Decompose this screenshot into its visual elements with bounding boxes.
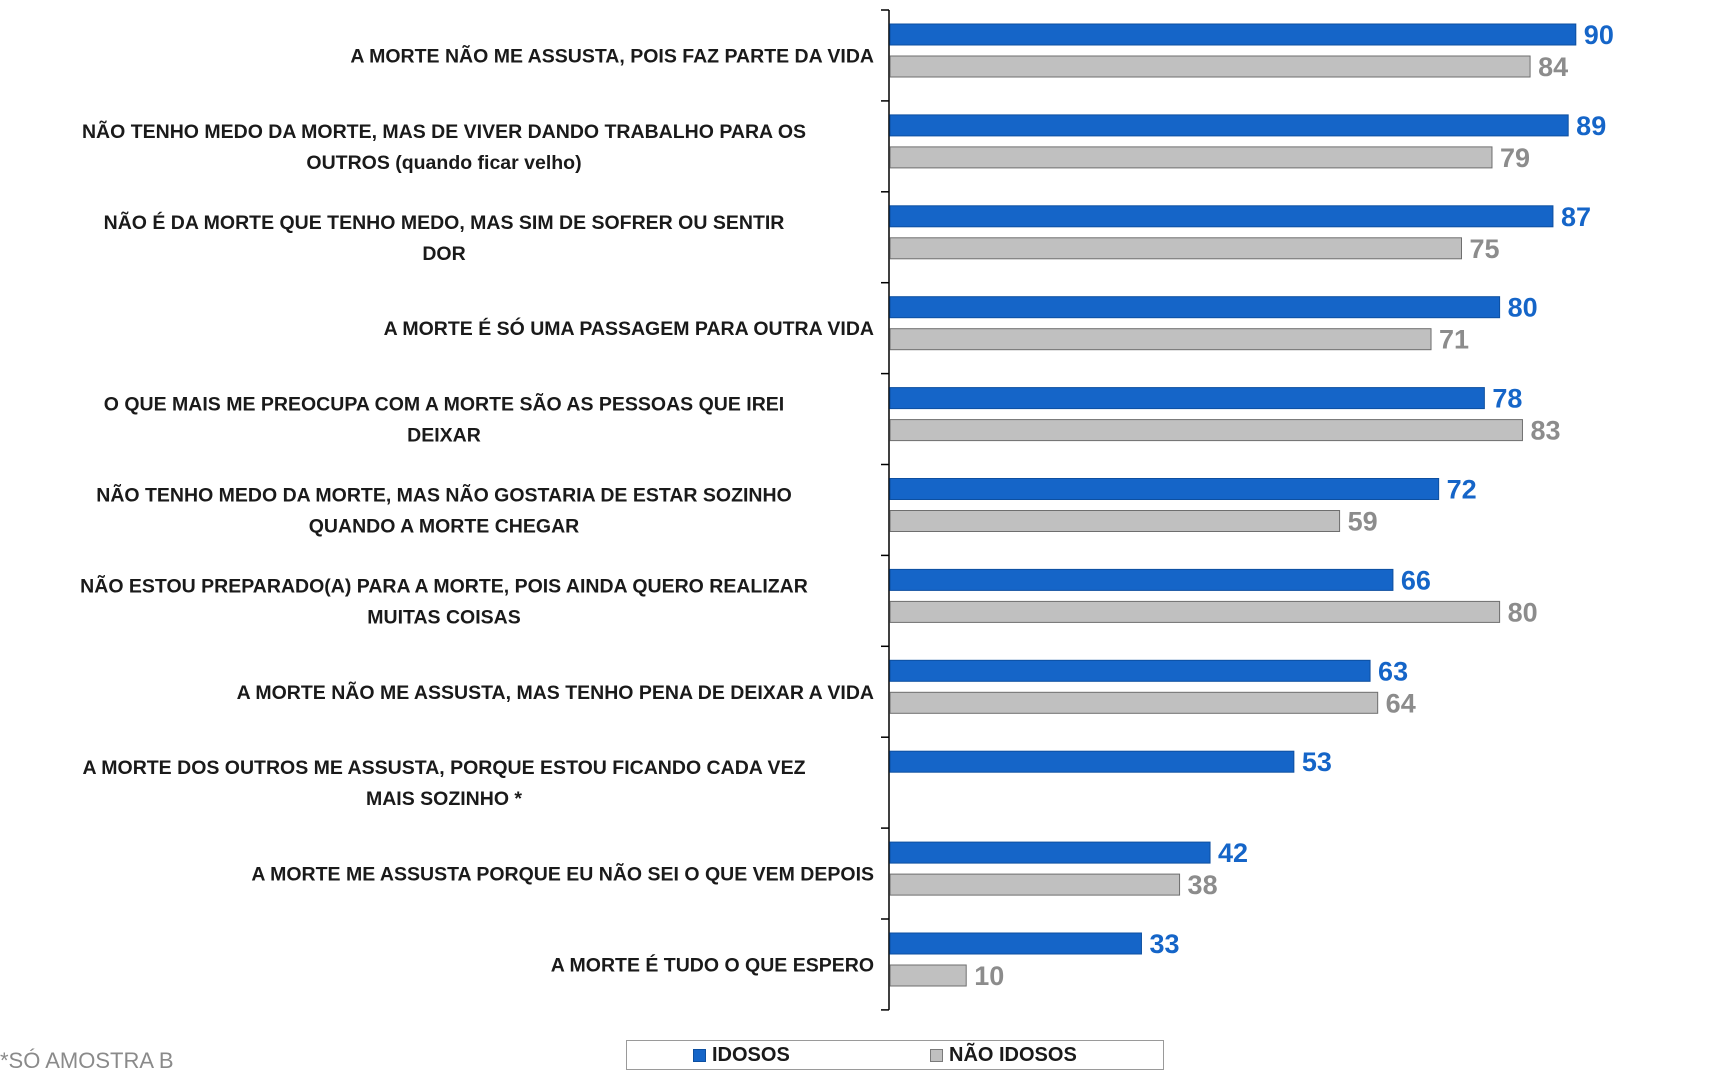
legend-swatch-idosos xyxy=(693,1049,706,1062)
bar-nao-idosos xyxy=(890,238,1462,259)
legend: IDOSOS NÃO IDOSOS xyxy=(626,1040,1164,1070)
value-label-idosos: 53 xyxy=(1302,747,1332,777)
value-label-nao-idosos: 59 xyxy=(1348,507,1378,537)
bar-idosos xyxy=(890,388,1484,409)
category-label: A MORTE NÃO ME ASSUSTA, MAS TENHO PENA D… xyxy=(237,681,874,704)
category-label: DEIXAR xyxy=(407,425,481,447)
category-label: A MORTE DOS OUTROS ME ASSUSTA, PORQUE ES… xyxy=(83,757,806,779)
bar-nao-idosos xyxy=(890,329,1431,350)
bar-idosos xyxy=(890,115,1568,136)
value-label-idosos: 72 xyxy=(1447,475,1477,505)
value-label-nao-idosos: 10 xyxy=(974,961,1004,991)
bar-nao-idosos xyxy=(890,147,1492,168)
legend-label-nao-idosos: NÃO IDOSOS xyxy=(949,1044,1077,1067)
legend-label-idosos: IDOSOS xyxy=(712,1044,790,1067)
bar-idosos xyxy=(890,569,1393,590)
bar-idosos xyxy=(890,751,1294,772)
category-label: NÃO TENHO MEDO DA MORTE, MAS DE VIVER DA… xyxy=(82,120,806,143)
value-label-idosos: 80 xyxy=(1508,293,1538,323)
bar-nao-idosos xyxy=(890,692,1378,713)
footnote: *SÓ AMOSTRA B xyxy=(0,1048,174,1074)
category-label: OUTROS (quando ficar velho) xyxy=(306,152,581,174)
value-label-idosos: 33 xyxy=(1149,929,1179,959)
value-label-idosos: 63 xyxy=(1378,656,1408,686)
legend-swatch-nao-idosos xyxy=(930,1049,943,1062)
bar-nao-idosos xyxy=(890,874,1180,895)
value-label-idosos: 89 xyxy=(1576,111,1606,141)
bar-idosos xyxy=(890,842,1210,863)
legend-item-idosos: IDOSOS xyxy=(693,1044,790,1067)
value-label-idosos: 42 xyxy=(1218,838,1248,868)
category-label: DOR xyxy=(422,243,465,265)
value-label-nao-idosos: 79 xyxy=(1500,143,1530,173)
value-label-idosos: 78 xyxy=(1492,384,1522,414)
legend-item-nao-idosos: NÃO IDOSOS xyxy=(930,1044,1077,1067)
value-label-nao-idosos: 71 xyxy=(1439,325,1469,355)
value-label-nao-idosos: 83 xyxy=(1530,416,1560,446)
bar-nao-idosos xyxy=(890,965,966,986)
value-label-nao-idosos: 64 xyxy=(1386,688,1416,718)
bar-idosos xyxy=(890,206,1553,227)
category-label: QUANDO A MORTE CHEGAR xyxy=(309,515,579,537)
bar-idosos xyxy=(890,479,1439,500)
category-label: MUITAS COISAS xyxy=(367,606,520,628)
value-label-nao-idosos: 84 xyxy=(1538,52,1568,82)
value-label-idosos: 66 xyxy=(1401,565,1431,595)
category-label: A MORTE ME ASSUSTA PORQUE EU NÃO SEI O Q… xyxy=(251,863,874,886)
category-label: A MORTE É TUDO O QUE ESPERO xyxy=(551,953,874,976)
bar-nao-idosos xyxy=(890,511,1340,532)
bar-idosos xyxy=(890,24,1576,45)
value-label-nao-idosos: 75 xyxy=(1470,234,1500,264)
value-label-idosos: 90 xyxy=(1584,20,1614,50)
bar-nao-idosos xyxy=(890,56,1530,77)
bar-idosos xyxy=(890,933,1141,954)
bar-idosos xyxy=(890,660,1370,681)
category-label: O QUE MAIS ME PREOCUPA COM A MORTE SÃO A… xyxy=(104,393,784,416)
bar-chart: A MORTE NÃO ME ASSUSTA, POIS FAZ PARTE D… xyxy=(0,0,1714,1040)
category-label: NÃO ESTOU PREPARADO(A) PARA A MORTE, POI… xyxy=(80,574,808,597)
bar-nao-idosos xyxy=(890,420,1522,441)
value-label-nao-idosos: 38 xyxy=(1188,870,1218,900)
bar-nao-idosos xyxy=(890,601,1500,622)
category-label: A MORTE NÃO ME ASSUSTA, POIS FAZ PARTE D… xyxy=(350,44,874,67)
category-label: NÃO TENHO MEDO DA MORTE, MAS NÃO GOSTARI… xyxy=(96,483,792,506)
category-label: A MORTE É SÓ UMA PASSAGEM PARA OUTRA VID… xyxy=(384,316,874,340)
category-label: NÃO É DA MORTE QUE TENHO MEDO, MAS SIM D… xyxy=(104,211,785,234)
bar-idosos xyxy=(890,297,1500,318)
value-label-nao-idosos: 80 xyxy=(1508,597,1538,627)
category-label: MAIS SOZINHO * xyxy=(366,788,522,810)
value-label-idosos: 87 xyxy=(1561,202,1591,232)
